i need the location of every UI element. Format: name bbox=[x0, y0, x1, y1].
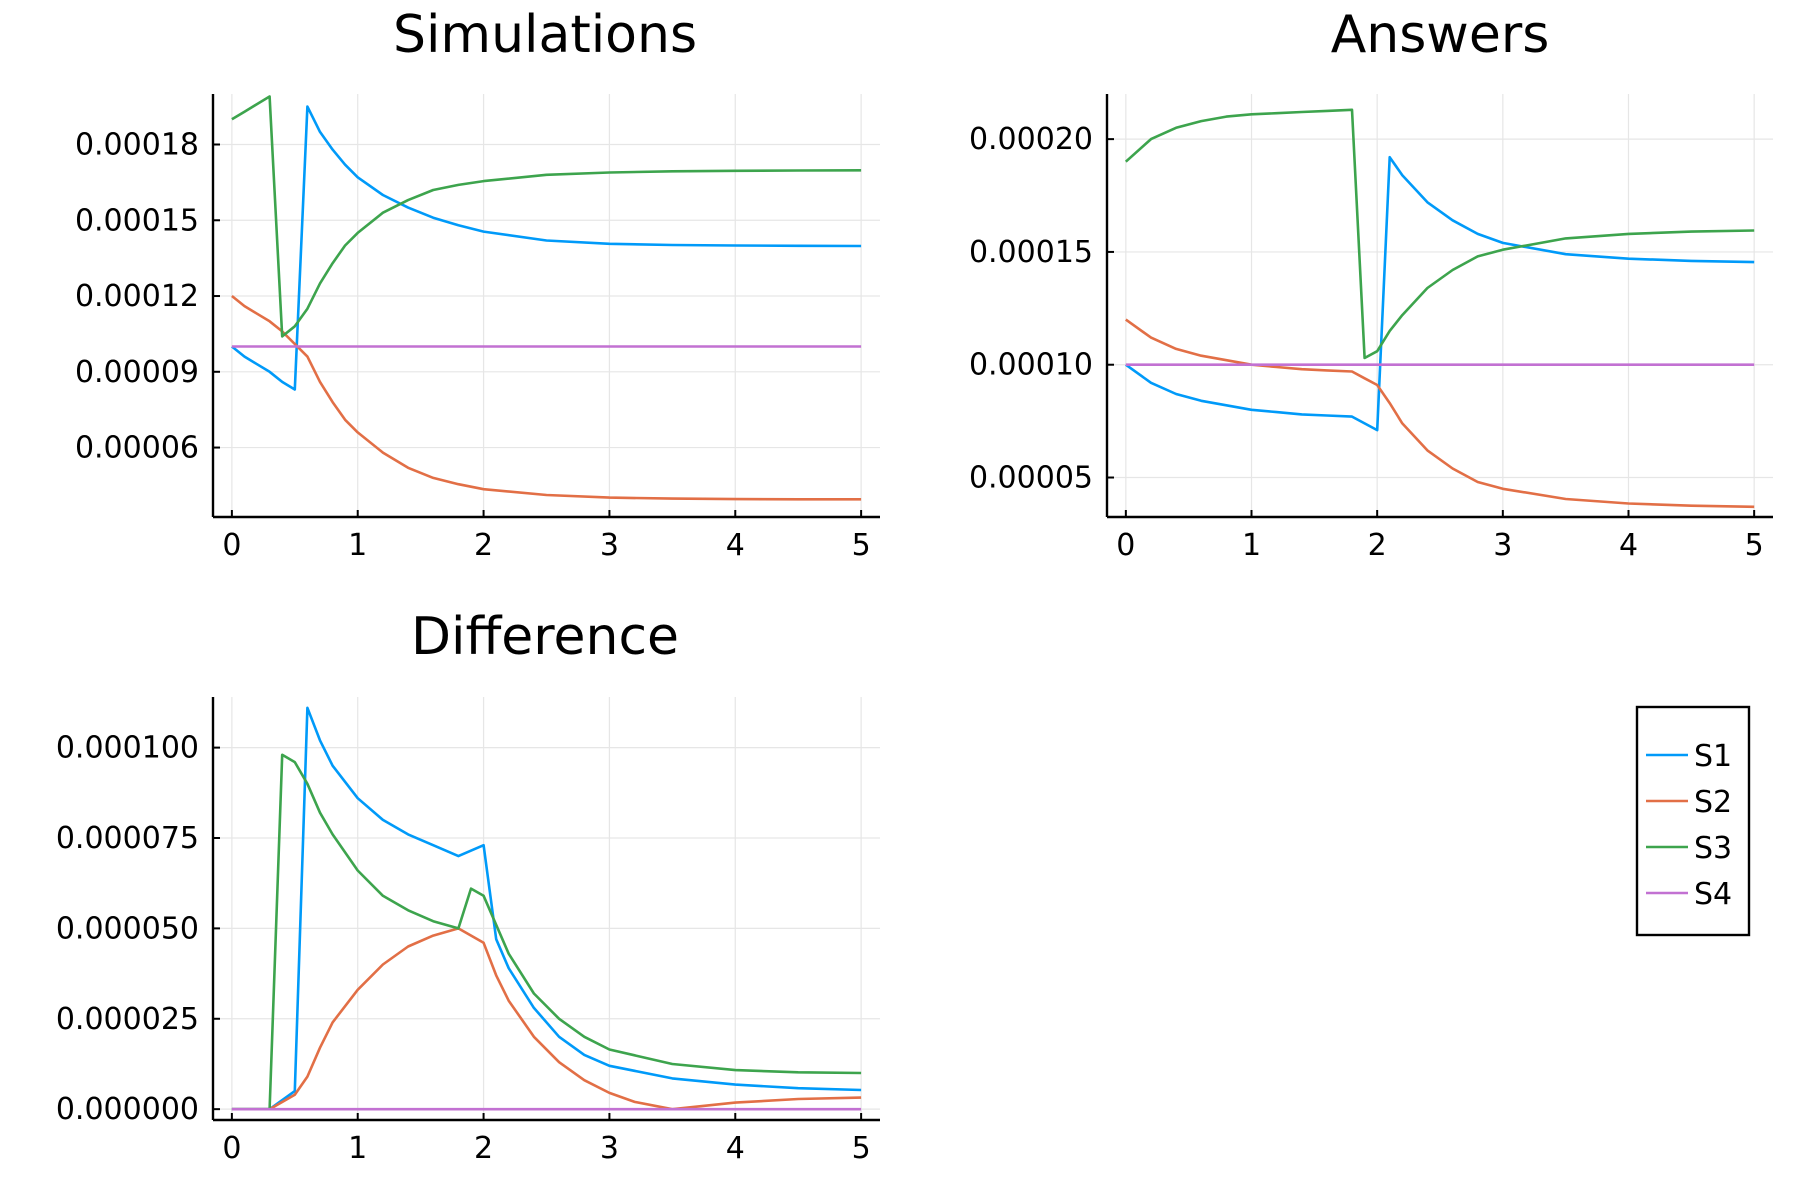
legend-box bbox=[1635, 705, 1751, 937]
y-tick-label: 0.00012 bbox=[75, 279, 199, 314]
x-tick-label: 3 bbox=[600, 528, 619, 563]
y-tick-label: 0.000050 bbox=[56, 911, 199, 946]
x-tick-label: 4 bbox=[1619, 528, 1638, 563]
y-tick-label: 0.000075 bbox=[56, 821, 199, 856]
y-tick-label: 0.00005 bbox=[969, 461, 1093, 496]
y-tick-label: 0.00020 bbox=[969, 122, 1093, 157]
y-tick-label: 0.00015 bbox=[969, 235, 1093, 270]
simulations-title: Simulations bbox=[393, 5, 697, 65]
difference-panel: Difference 0 1 2 3 4 5 0.000000 0.000025 0.00005… bbox=[56, 607, 880, 1166]
y-tick-label: 0.000000 bbox=[56, 1092, 199, 1127]
x-tick-label: 1 bbox=[348, 1131, 367, 1166]
answers-title: Answers bbox=[1331, 5, 1550, 65]
x-tick-label: 5 bbox=[1745, 528, 1764, 563]
x-tick-label: 2 bbox=[1368, 528, 1387, 563]
x-tick-label: 1 bbox=[348, 528, 367, 563]
y-tick-label: 0.00018 bbox=[75, 128, 199, 163]
answers-panel: Answers 0 1 2 3 4 5 0.00005 0.00010 0.00015 0.000… bbox=[969, 5, 1773, 563]
series-line-s1 bbox=[231, 706, 862, 1111]
y-tick-label: 0.000100 bbox=[56, 731, 199, 766]
x-tick-label: 0 bbox=[222, 528, 241, 563]
x-tick-label: 5 bbox=[852, 1131, 871, 1166]
difference-title: Difference bbox=[411, 607, 679, 667]
y-tick-label: 0.000025 bbox=[56, 1002, 199, 1037]
series-line-s2 bbox=[1125, 318, 1755, 509]
series-line-s3 bbox=[1124, 108, 1755, 360]
series-line-s1 bbox=[231, 105, 862, 391]
legend-label-s2: S2 bbox=[1694, 785, 1732, 820]
y-tick-label: 0.00006 bbox=[75, 431, 199, 466]
x-tick-label: 4 bbox=[726, 1131, 745, 1166]
series-line-s3 bbox=[231, 95, 862, 338]
series-line-s2 bbox=[231, 294, 862, 501]
simulations-panel: Simulations 0 1 2 3 4 5 0.00006 0.00009 0.00012 0… bbox=[75, 5, 880, 563]
legend: S1 S2 S3 S4 bbox=[1635, 705, 1751, 937]
y-tick-label: 0.00015 bbox=[75, 203, 199, 238]
x-tick-label: 3 bbox=[1493, 528, 1512, 563]
series-line-s2 bbox=[231, 927, 862, 1111]
x-tick-label: 0 bbox=[1116, 528, 1135, 563]
x-tick-label: 3 bbox=[600, 1131, 619, 1166]
series-line-s1 bbox=[1125, 155, 1755, 432]
y-tick-label: 0.00010 bbox=[969, 348, 1093, 383]
y-tick-label: 0.00009 bbox=[75, 355, 199, 390]
legend-label-s4: S4 bbox=[1694, 877, 1732, 912]
x-tick-label: 2 bbox=[474, 1131, 493, 1166]
legend-label-s1: S1 bbox=[1694, 739, 1732, 774]
x-tick-label: 2 bbox=[474, 528, 493, 563]
legend-label-s3: S3 bbox=[1694, 831, 1732, 866]
x-tick-label: 5 bbox=[852, 528, 871, 563]
series-line-s3 bbox=[231, 753, 862, 1111]
x-tick-label: 4 bbox=[726, 528, 745, 563]
x-tick-label: 0 bbox=[222, 1131, 241, 1166]
x-tick-label: 1 bbox=[1242, 528, 1261, 563]
